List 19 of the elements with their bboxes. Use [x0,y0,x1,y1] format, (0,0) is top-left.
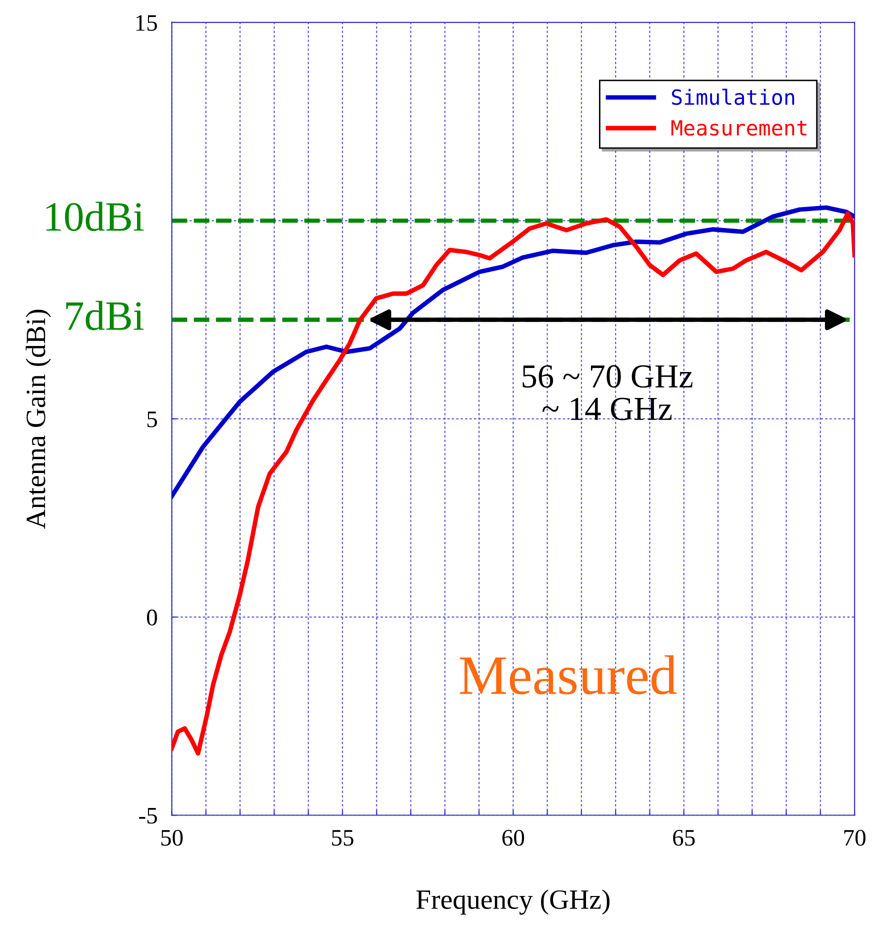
y-tick-label: 15 [136,15,157,31]
line-series [172,211,855,756]
annotation: Measured [460,655,677,694]
y-tick-label: 0 [146,610,157,626]
y-tick-label: -5 [139,808,157,824]
y-axis-title: Antenna Gain (dBi) [26,310,51,529]
ref-line-label: 10dBi [46,202,144,232]
y-tick-label: 5 [147,412,157,428]
x-tick-label: 60 [502,830,524,846]
annotation: 56 ~ 70 GHz ~ 14 GHz [522,365,692,420]
x-tick-label: 50 [161,830,183,846]
line-series [172,205,855,498]
x-tick-label: 65 [673,830,695,846]
x-tick-label: 70 [844,830,866,846]
ref-line-label: 7dBi [66,300,144,330]
x-tick-label: 55 [332,830,354,846]
legend-label: Simulation [672,88,794,106]
legend-label: Measurement [671,120,806,136]
x-axis-title: Frequency (GHz) [416,889,610,915]
